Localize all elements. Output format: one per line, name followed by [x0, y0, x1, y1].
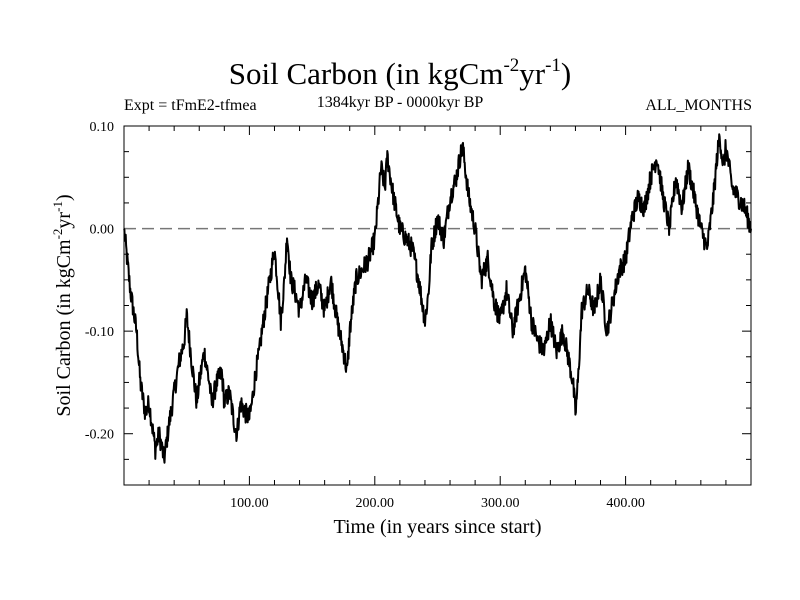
chart-title-exponent-2: -1 [545, 55, 561, 76]
experiment-label: Expt = tFmE2-tfmea [124, 97, 257, 114]
y-axis-label-part: ) [53, 194, 75, 201]
series-line [123, 133, 752, 464]
chart-title-text: Soil Carbon (in kgCm [228, 56, 504, 91]
y-axis-label: Soil Carbon (in kgCm-2yr-1) [50, 194, 75, 416]
x-tick-label: 100.00 [230, 496, 269, 511]
y-tick-label: 0.00 [90, 223, 115, 238]
y-axis-label-exponent: -1 [50, 201, 65, 212]
axis-ticks [124, 125, 751, 486]
plot-frame [123, 125, 752, 486]
chart-title-exponent-1: -2 [503, 55, 520, 76]
months-label: ALL_MONTHS [645, 97, 752, 114]
x-tick-label: 300.00 [481, 496, 520, 511]
tick-labels: 100.00 200.00 300.00 400.00 0.10 0.00 -0.10 -0.… [85, 120, 645, 511]
y-tick-label: -0.20 [85, 428, 114, 443]
x-axis-label: Time (in years since start) [333, 516, 541, 538]
y-tick-label: 0.10 [90, 120, 115, 135]
y-axis-label-part: yr [53, 212, 75, 229]
y-tick-label: -0.10 [85, 325, 114, 340]
y-axis-label-exponent: -2 [50, 229, 65, 240]
x-tick-label: 200.00 [356, 496, 395, 511]
time-range-label: 1384kyr BP - 0000kyr BP [316, 94, 484, 111]
y-axis-label-part: Soil Carbon (in kgCm [53, 239, 75, 417]
x-tick-label: 400.00 [606, 496, 645, 511]
chart-title-unit: yr [519, 56, 546, 91]
chart-title: Soil Carbon (in kgCm-2yr-1) [0, 56, 800, 92]
chart-title-close: ) [560, 56, 572, 91]
